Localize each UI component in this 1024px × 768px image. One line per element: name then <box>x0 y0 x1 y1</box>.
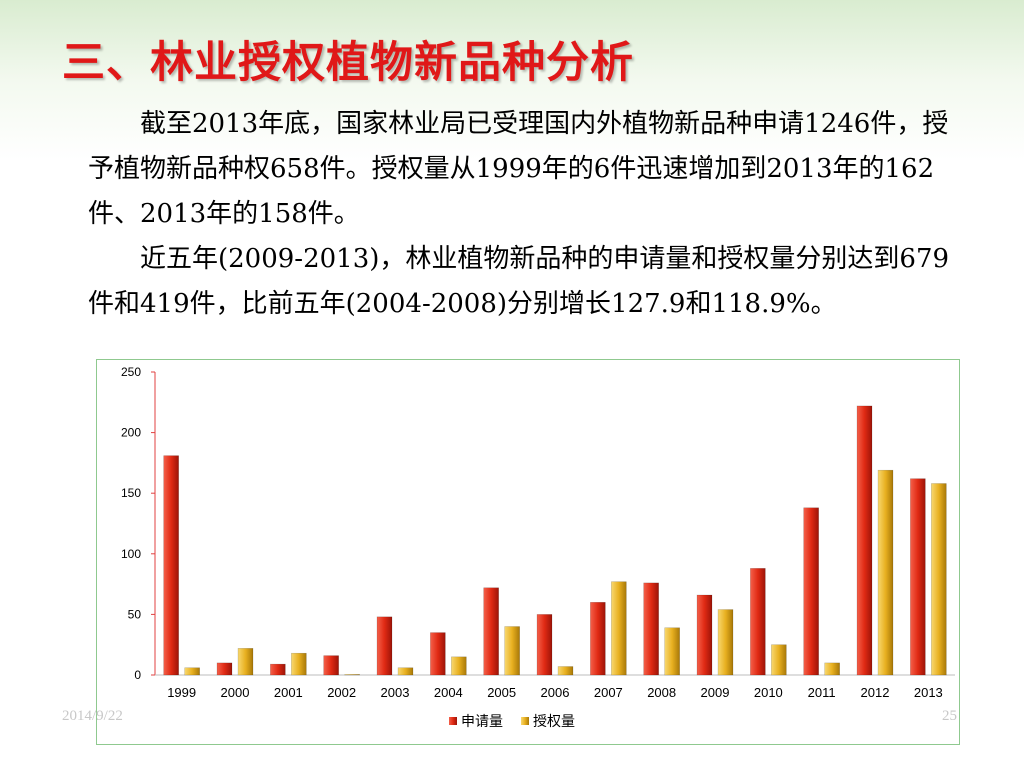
bar-apply <box>536 614 553 676</box>
x-tick-label: 2013 <box>914 685 943 700</box>
x-tick-label: 2005 <box>487 685 516 700</box>
bar-grant <box>931 483 947 676</box>
x-tick-label: 2004 <box>434 685 463 700</box>
bar-grant <box>557 666 574 676</box>
page-number: 25 <box>942 708 957 724</box>
bar-apply <box>483 587 499 676</box>
bar-grant <box>184 667 200 676</box>
bar-grant <box>451 656 467 676</box>
y-tick-label: 250 <box>121 365 141 379</box>
y-tick-label: 100 <box>121 547 141 561</box>
bar-grant <box>344 674 360 676</box>
legend-swatch-apply <box>449 717 457 725</box>
bar-apply <box>856 405 873 676</box>
bar-grant <box>877 469 894 676</box>
y-tick-label: 200 <box>121 426 141 440</box>
x-tick-label: 2008 <box>647 685 676 700</box>
chart-frame: 0 50 100 150 200 250 1999 2000 2001 2002 2003 2004 2… <box>96 359 960 745</box>
legend-label-apply: 申请量 <box>461 713 503 729</box>
bar-apply <box>270 663 286 676</box>
x-tick-label: 2009 <box>701 685 730 700</box>
bar-apply <box>376 616 393 676</box>
bar-apply <box>323 655 339 676</box>
bar-grant <box>611 581 627 676</box>
x-tick-label: 2001 <box>274 685 303 700</box>
x-tick-label: 2002 <box>327 685 356 700</box>
x-tick-label: 2007 <box>594 685 623 700</box>
bar-grant <box>717 609 734 676</box>
bar-grant <box>504 626 520 676</box>
y-tick-label: 0 <box>134 668 141 682</box>
bar-apply <box>750 568 766 676</box>
y-tick-label: 150 <box>121 486 141 500</box>
x-tick-label: 2006 <box>541 685 570 700</box>
bar-apply <box>803 507 819 676</box>
x-tick-label: 2010 <box>754 685 783 700</box>
bar-grant <box>291 652 307 676</box>
x-tick-label: 2000 <box>221 685 250 700</box>
bar-apply <box>910 478 926 676</box>
x-tick-label: 1999 <box>167 685 196 700</box>
slide-date: 2014/9/22 <box>62 708 123 724</box>
bar-grant <box>664 627 680 676</box>
y-tick-label: 50 <box>128 607 142 621</box>
bar-grant <box>397 667 414 676</box>
bar-apply <box>643 582 659 676</box>
bar-apply <box>590 602 606 676</box>
bar-apply <box>163 455 179 676</box>
body-text: 截至2013年底，国家林业局已受理国内外植物新品种申请1246件，授予植物新品种… <box>88 102 968 327</box>
bar-chart: 0 50 100 150 200 250 1999 2000 2001 2002 2003 2004 2… <box>121 365 955 729</box>
slide-title: 三、林业授权植物新品种分析 <box>62 38 634 88</box>
bar-grant <box>824 662 840 676</box>
bar-apply <box>216 662 233 676</box>
legend-swatch-grant <box>521 717 529 725</box>
bar-apply <box>430 632 446 676</box>
x-tick-label: 2003 <box>381 685 410 700</box>
paragraph-2: 近五年(2009-2013)，林业植物新品种的申请量和授权量分别达到679件和4… <box>88 244 950 319</box>
legend-label-grant: 授权量 <box>533 713 575 729</box>
x-tick-label: 2012 <box>861 685 890 700</box>
bar-apply <box>696 594 713 676</box>
bar-grant <box>237 648 254 676</box>
bar-grant <box>771 644 787 676</box>
paragraph-1: 截至2013年底，国家林业局已受理国内外植物新品种申请1246件，授予植物新品种… <box>88 109 949 229</box>
x-tick-label: 2011 <box>808 685 836 700</box>
